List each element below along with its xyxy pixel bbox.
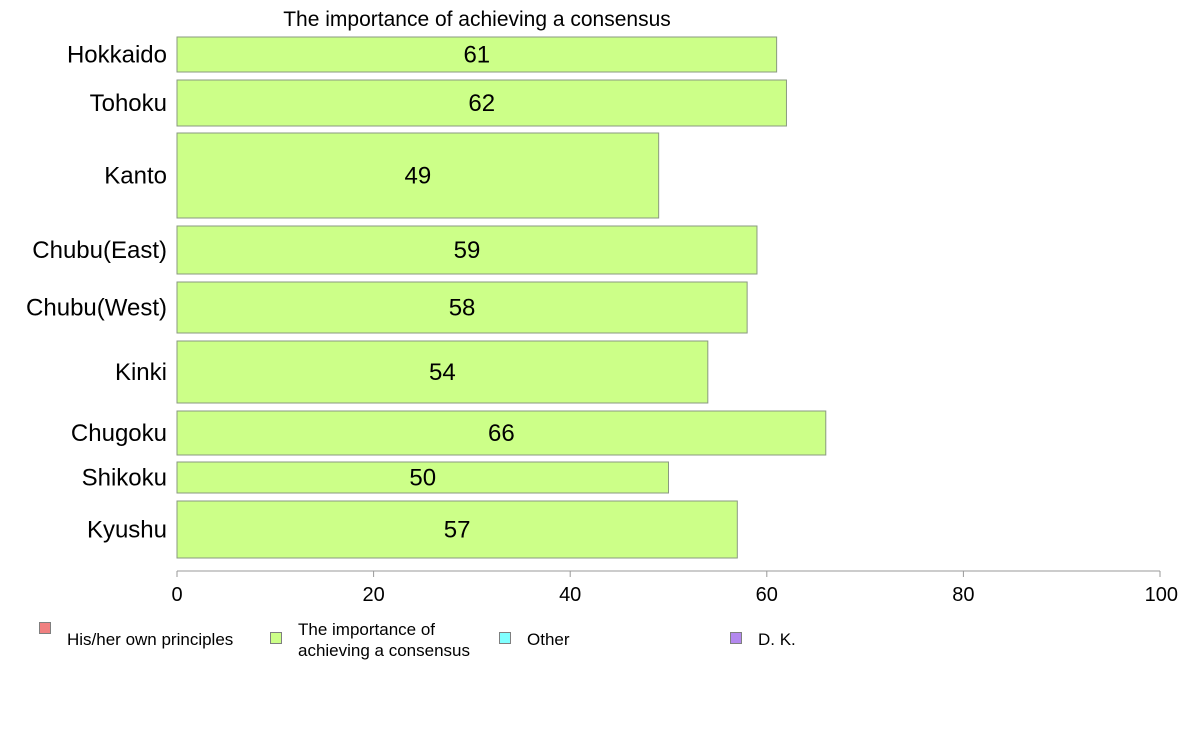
data-label: 50 [409,465,436,492]
data-label: 62 [468,90,495,117]
data-label: 57 [444,517,471,544]
legend-item-principles: His/her own principles [39,619,233,650]
data-label: 66 [488,420,515,447]
bar-tohoku [176,79,787,127]
x-tick-label: 40 [559,584,581,606]
data-label: 61 [463,42,490,69]
legend: His/her own principles The importance of… [0,619,1188,669]
bar-shikoku [176,461,669,494]
data-label: 54 [429,359,456,386]
bar-chubu-east- [176,225,758,275]
legend-label-principles: His/her own principles [67,630,234,649]
category-label: Chugoku [71,420,167,447]
bars-group: Hokkaido 61 Tohoku 62 Kanto 49 Chubu(East) 59 Ch… [26,36,827,559]
legend-swatch-consensus [270,632,282,644]
x-tick-label: 20 [362,584,384,606]
x-tick-label: 0 [171,584,182,606]
category-label: Tohoku [90,90,167,117]
legend-swatch-principles [39,622,51,634]
category-label: Chubu(West) [26,295,167,322]
bar-hokkaido [176,36,778,73]
category-label: Hokkaido [67,42,167,69]
category-label: Kinki [115,359,167,386]
bar-chubu-west- [176,281,748,334]
x-axis: 0 20 40 60 80 100 [171,570,1178,606]
data-label: 59 [454,237,481,264]
bar-chart: The importance of achieving a consensus … [26,8,1178,606]
category-label: Kanto [104,163,167,190]
x-tick-label: 60 [756,584,778,606]
category-label: Chubu(East) [32,237,167,264]
chart-title: The importance of achieving a consensus [283,8,671,31]
legend-label-other: Other [527,630,570,649]
legend-item-other: Other [499,619,570,650]
bar-kinki [176,340,709,404]
category-label: Shikoku [82,465,167,492]
legend-swatch-dk [730,632,742,644]
legend-label-dk: D. K. [758,630,796,649]
bar-kanto [176,132,660,219]
bar-kyushu [176,500,738,559]
legend-item-consensus: The importance of achieving a consensus [270,619,470,661]
legend-item-dk: D. K. [730,619,796,650]
x-tick-label: 80 [952,584,974,606]
data-label: 58 [449,295,476,322]
legend-label-consensus: The importance of achieving a consensus [298,620,471,660]
x-tick-label: 100 [1145,584,1178,606]
category-label: Kyushu [87,517,167,544]
bar-chugoku [176,410,827,456]
data-label: 49 [404,163,431,190]
legend-swatch-other [499,632,511,644]
